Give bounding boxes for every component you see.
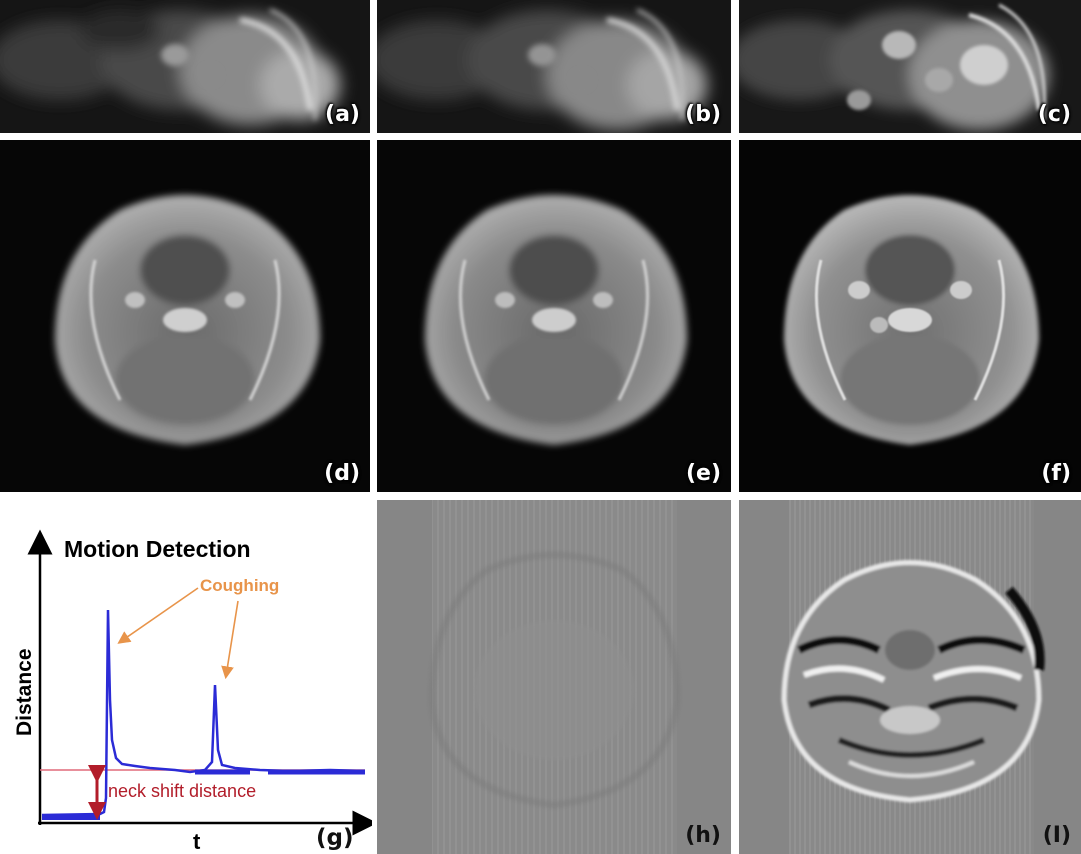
mri-crop-image [0, 0, 370, 133]
panel-label-f: (f) [1041, 461, 1071, 486]
mri-crop-image [377, 0, 731, 133]
y-axis-label: Distance [13, 648, 36, 736]
panel-h-difference-map: (h) [377, 500, 731, 854]
panel-label-e: (e) [685, 461, 721, 486]
panel-b-zoom-crop: (b) [377, 0, 731, 133]
panel-e-mri-slice: (e) [377, 140, 731, 492]
panel-label-d: (d) [324, 461, 360, 486]
difference-map-image [377, 500, 731, 854]
coughing-arrow-1 [117, 587, 199, 644]
panel-g-motion-detection-graph: Motion Detection Coughing Distance t nec… [0, 500, 372, 854]
panel-label-a: (a) [325, 102, 360, 127]
mri-slice-image [377, 140, 731, 492]
mri-slice-image [0, 140, 370, 492]
panel-d-mri-slice: (d) [0, 140, 370, 492]
panel-c-zoom-crop: (c) [739, 0, 1081, 133]
motion-graph-svg: Motion Detection Coughing Distance t nec… [13, 529, 372, 854]
shift-annotation: neck shift distance [108, 781, 256, 801]
panel-label-c: (c) [1037, 102, 1071, 127]
panel-label-g: (g) [316, 825, 354, 851]
coughing-arrow-2 [221, 600, 239, 680]
panel-i-difference-map: (I) [739, 500, 1081, 854]
panel-f-mri-slice: (f) [739, 140, 1081, 492]
signal-trace [41, 609, 366, 817]
graph-title: Motion Detection [64, 536, 251, 562]
x-axis-label: t [193, 829, 201, 854]
panel-label-h: (h) [685, 823, 721, 848]
mri-crop-image [739, 0, 1081, 133]
coughing-annotation: Coughing [200, 576, 279, 595]
difference-map-image [739, 500, 1081, 854]
mri-slice-image [739, 140, 1081, 492]
panel-label-i: (I) [1042, 823, 1071, 848]
panel-label-b: (b) [685, 102, 721, 127]
panel-a-zoom-crop: (a) [0, 0, 370, 133]
